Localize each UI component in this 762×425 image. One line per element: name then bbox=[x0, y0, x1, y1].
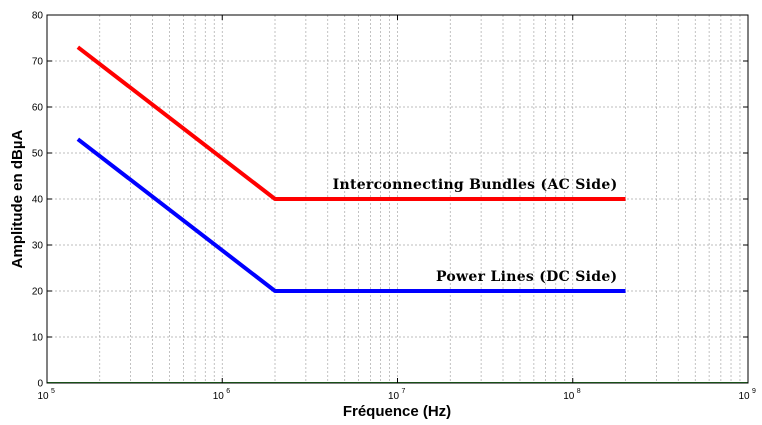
x-tick-label: 10 bbox=[37, 391, 49, 402]
y-tick-label: 40 bbox=[32, 195, 44, 206]
x-tick-exponent: 7 bbox=[402, 388, 406, 395]
x-axis-label: Fréquence (Hz) bbox=[343, 403, 451, 420]
x-tick-label: 10 bbox=[388, 391, 400, 402]
y-tick-label: 50 bbox=[32, 149, 44, 160]
y-tick-label: 0 bbox=[37, 379, 43, 390]
y-tick-label: 20 bbox=[32, 287, 44, 298]
y-tick-label: 10 bbox=[32, 333, 44, 344]
y-tick-label: 80 bbox=[32, 11, 44, 22]
series-label-0: Interconnecting Bundles (AC Side) bbox=[333, 177, 618, 193]
series-labels: Interconnecting Bundles (AC Side) Power L… bbox=[333, 177, 618, 285]
y-axis-label: Amplitude en dBµA bbox=[9, 130, 26, 269]
x-tick-label: 10 bbox=[563, 391, 575, 402]
y-tick-label: 30 bbox=[32, 241, 44, 252]
series-line-1 bbox=[76, 137, 626, 293]
series-label-1: Power Lines (DC Side) bbox=[436, 269, 618, 285]
x-tick-exponent: 6 bbox=[226, 388, 230, 395]
x-tick-exponent: 5 bbox=[51, 388, 55, 395]
y-tick-label: 70 bbox=[32, 57, 44, 68]
y-tick-label: 60 bbox=[32, 103, 44, 114]
x-tick-label: 10 bbox=[213, 391, 225, 402]
x-tick-label: 10 bbox=[738, 391, 750, 402]
x-tick-exponent: 8 bbox=[577, 388, 581, 395]
x-tick-exponent: 9 bbox=[752, 388, 756, 395]
series-line-0 bbox=[76, 45, 626, 201]
